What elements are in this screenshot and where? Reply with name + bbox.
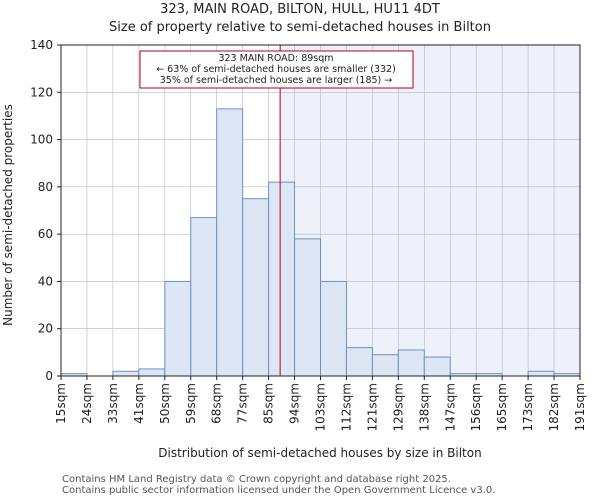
x-tick-label: 59sqm [184,383,198,424]
histogram-bar [242,198,270,377]
annotation-line-2: ← 63% of semi-detached houses are smalle… [156,64,396,75]
chart-title: 323, MAIN ROAD, BILTON, HULL, HU11 4DT [160,2,440,17]
x-tick-label: 68sqm [210,383,224,424]
histogram-bar [423,356,451,377]
y-tick-label: 40 [38,274,53,288]
x-tick-label: 77sqm [236,383,250,424]
x-tick-label: 41sqm [132,383,146,424]
x-tick-label: 182sqm [547,383,561,431]
x-tick-label: 147sqm [443,383,457,431]
y-tick-label: 60 [38,227,53,241]
y-axis-label: Number of semi-detached properties [1,104,15,326]
histogram-bar [527,370,555,377]
x-tick-label: 94sqm [288,383,302,424]
y-tick-label: 0 [45,369,53,383]
x-tick-label: 156sqm [469,383,483,431]
histogram-bar [164,280,192,377]
histogram-bar [112,370,140,377]
histogram-bar [320,280,347,377]
x-tick-label: 129sqm [391,383,405,431]
histogram-bar [345,347,373,377]
x-tick-label: 33sqm [106,383,120,424]
annotation-box: 323 MAIN ROAD: 89sqm ← 63% of semi-detac… [139,50,414,89]
x-tick-label: 138sqm [417,383,431,431]
x-tick-label: 50sqm [158,383,172,424]
x-tick-label: 165sqm [495,383,509,431]
y-tick-label: 120 [30,85,53,99]
x-tick-label: 191sqm [573,383,587,431]
histogram-bar [397,349,425,377]
histogram-bar [216,108,244,377]
bars [60,108,581,377]
x-tick-label: 24sqm [80,383,94,424]
x-tick-label: 121sqm [365,383,379,431]
histogram-bar [371,354,399,377]
y-tick-label: 80 [38,180,53,194]
y-axis-ticks: 0 20 40 60 80 100 120 140 [30,38,61,383]
annotation-line-3: 35% of semi-detached houses are larger (… [160,75,393,86]
x-axis-ticks: 15sqm 24sqm 33sqm 41sqm 50sqm 59sqm 68sqm 77sqm… [54,376,587,431]
histogram-bar [138,368,166,377]
histogram-bar [268,181,296,377]
x-tick-label: 103sqm [314,383,328,431]
x-tick-label: 15sqm [54,383,68,424]
histogram-bar [294,238,321,377]
histogram-bar [190,217,218,377]
footer-line-1: Contains HM Land Registry data © Crown c… [62,474,451,485]
x-tick-label: 85sqm [262,383,276,424]
x-axis-label: Distribution of semi-detached houses by … [158,446,481,460]
x-tick-label: 173sqm [521,383,535,431]
annotation-frame [139,50,414,89]
y-tick-label: 100 [30,133,53,147]
y-tick-label: 20 [38,322,53,336]
y-tick-label: 140 [30,38,53,52]
chart-subtitle: Size of property relative to semi-detach… [109,20,491,35]
footer-line-2: Contains public sector information licen… [62,485,496,496]
x-tick-label: 112sqm [339,383,353,431]
annotation-line-1: 323 MAIN ROAD: 89sqm [218,53,333,64]
